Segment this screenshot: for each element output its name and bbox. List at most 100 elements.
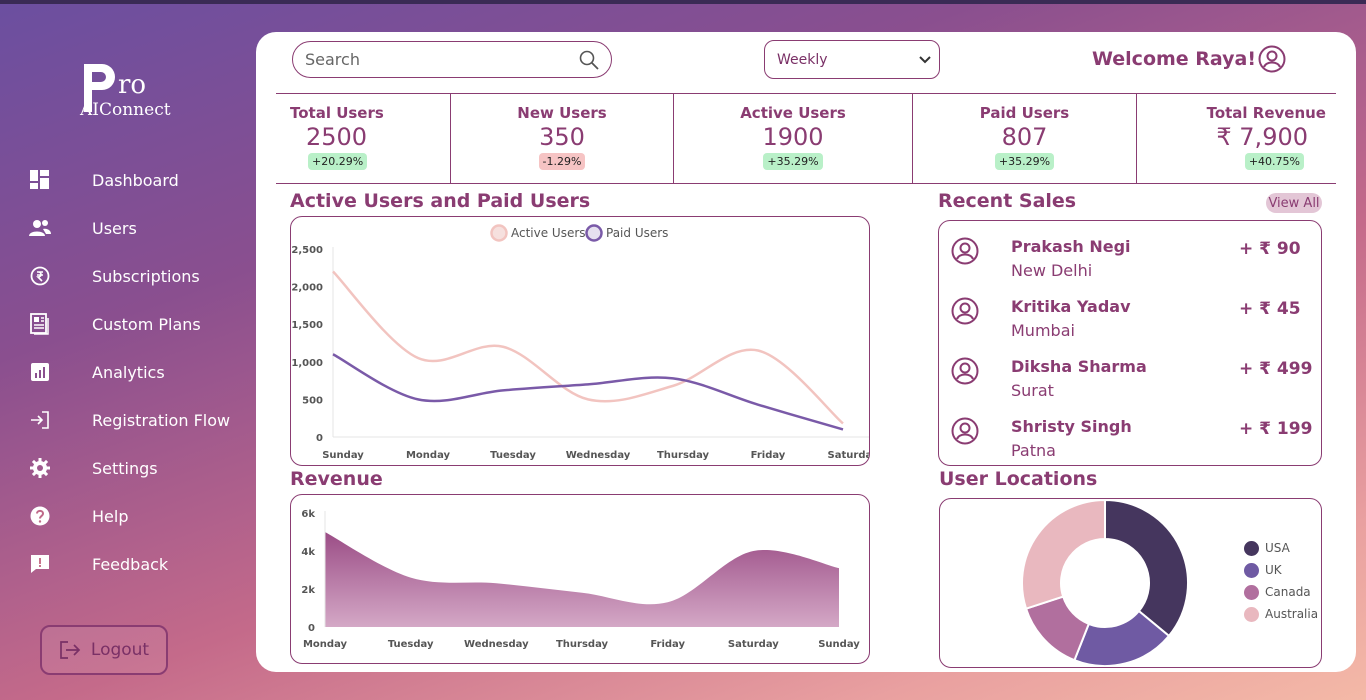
user-avatar-icon[interactable] xyxy=(1258,45,1286,73)
legend-swatch xyxy=(585,224,603,242)
sidebar-item-feedback[interactable]: Feedback xyxy=(28,540,230,588)
stat-change-badge: -1.29% xyxy=(538,153,586,170)
stat-new-users: New Users 350 -1.29% xyxy=(451,94,674,183)
legend-label: Active Users xyxy=(511,226,586,240)
x-tick-label: Wednesday xyxy=(464,639,529,650)
y-tick-label: 6k xyxy=(301,509,315,520)
stat-title: Total Users xyxy=(290,104,384,122)
stat-title: Active Users xyxy=(740,104,846,122)
stat-change-badge: +35.29% xyxy=(763,153,823,170)
stat-value: ₹ 7,900 xyxy=(1216,123,1308,151)
x-tick-label: Saturday xyxy=(828,450,869,461)
active-paid-title: Active Users and Paid Users xyxy=(290,190,591,212)
x-tick-label: Friday xyxy=(650,639,685,650)
x-tick-label: Monday xyxy=(303,639,348,650)
recent-sales-card: Prakash Negi New Delhi + ₹ 90 Kritika Ya… xyxy=(938,220,1322,466)
feedback-icon xyxy=(28,552,52,576)
stat-value: 807 xyxy=(1001,123,1048,151)
x-tick-label: Thursday xyxy=(556,639,609,650)
sidebar-item-label: Feedback xyxy=(92,554,169,574)
stat-title: New Users xyxy=(517,104,607,122)
recent-sales-title: Recent Sales xyxy=(938,190,1077,212)
sidebar-item-label: Users xyxy=(92,218,137,238)
stat-value: 350 xyxy=(539,123,585,151)
sidebar-item-registration-flow[interactable]: Registration Flow xyxy=(28,396,230,444)
sidebar-item-analytics[interactable]: Analytics xyxy=(28,348,230,396)
x-tick-label: Tuesday xyxy=(388,639,434,650)
analytics-icon xyxy=(28,360,52,384)
user-locations-title: User Locations xyxy=(939,468,1098,490)
brand-logo: ro AIConnect xyxy=(78,60,198,130)
donut-legend: USA UK Canada Australia xyxy=(1244,537,1318,625)
donut-slice-australia xyxy=(1021,499,1106,610)
stat-title: Total Revenue xyxy=(1206,104,1326,122)
series-line-paid-users xyxy=(332,353,844,431)
series-line-active-users xyxy=(332,270,844,425)
x-tick-label: Wednesday xyxy=(566,450,631,461)
x-tick-label: Saturday xyxy=(728,639,779,650)
legend-item-australia: Australia xyxy=(1244,603,1318,625)
sale-item[interactable]: Prakash Negi New Delhi + ₹ 90 xyxy=(939,229,1321,289)
y-tick-label: 4k xyxy=(301,547,315,558)
user-locations-donut-chart xyxy=(1021,499,1189,667)
stat-paid-users: Paid Users 807 +35.29% xyxy=(913,94,1137,183)
y-tick-label: 0 xyxy=(308,623,315,634)
search-input[interactable] xyxy=(305,50,579,69)
legend-label: UK xyxy=(1265,563,1282,577)
rupee-circle-icon xyxy=(28,264,52,288)
gear-icon xyxy=(28,456,52,480)
sale-name: Prakash Negi xyxy=(1011,237,1131,256)
welcome-user: Welcome Raya! xyxy=(1092,45,1286,73)
logout-button[interactable]: Logout xyxy=(40,625,168,675)
search-box[interactable] xyxy=(292,41,612,78)
sale-amount: + ₹ 199 xyxy=(1239,419,1313,439)
search-icon[interactable] xyxy=(579,50,599,70)
sidebar-item-dashboard[interactable]: Dashboard xyxy=(28,156,230,204)
x-tick-label: Friday xyxy=(751,450,786,461)
x-tick-label: Thursday xyxy=(657,450,710,461)
stat-change-badge: +35.29% xyxy=(994,153,1055,170)
sale-item[interactable]: Shristy Singh Patna + ₹ 199 xyxy=(939,409,1321,465)
sidebar-item-label: Subscriptions xyxy=(92,266,200,286)
active-paid-line-chart: Active Users Paid Users 2,500 2,000 1,500 1,… xyxy=(291,224,879,461)
donut-slice-usa xyxy=(1104,499,1189,638)
chevron-down-icon xyxy=(919,55,931,63)
stat-total-users: Total Users 2500 +20.29% xyxy=(276,94,451,183)
sidebar-item-custom-plans[interactable]: Custom Plans xyxy=(28,300,230,348)
sidebar-item-label: Help xyxy=(92,506,129,526)
user-avatar-icon xyxy=(951,357,979,385)
sale-item[interactable]: Kritika Yadav Mumbai + ₹ 45 xyxy=(939,289,1321,349)
dashboard-icon xyxy=(28,168,52,192)
sidebar-item-users[interactable]: Users xyxy=(28,204,230,252)
legend-label: Australia xyxy=(1265,607,1319,621)
divider xyxy=(276,183,1336,184)
active-paid-chart-card: Active Users Paid Users 2,500 2,000 1,500 1,… xyxy=(290,216,879,466)
x-tick-label: Sunday xyxy=(322,450,364,461)
view-all-button[interactable]: View All xyxy=(1266,193,1322,213)
sale-city: Patna xyxy=(1011,441,1056,460)
period-select-value: Weekly xyxy=(777,51,828,68)
sale-name: Shristy Singh xyxy=(1011,417,1132,436)
legend-item-usa: USA xyxy=(1244,537,1318,559)
document-icon xyxy=(28,312,52,336)
welcome-text: Welcome Raya! xyxy=(1092,48,1257,70)
sidebar-item-subscriptions[interactable]: Subscriptions xyxy=(28,252,230,300)
sale-name: Diksha Sharma xyxy=(1011,357,1147,376)
stat-change-badge: +20.29% xyxy=(308,153,368,170)
sidebar-item-label: Registration Flow xyxy=(92,410,231,430)
revenue-area-chart: 6k 4k 2k 0 Monday Tuesday Wednesday Thursday Fr… xyxy=(301,509,860,650)
stat-value: 2500 xyxy=(306,123,368,151)
stat-change-badge: +40.75% xyxy=(1244,153,1304,170)
user-locations-card: USA UK Canada Australia xyxy=(939,498,1322,668)
sale-item[interactable]: Diksha Sharma Surat + ₹ 499 xyxy=(939,349,1321,409)
sidebar-item-settings[interactable]: Settings xyxy=(28,444,230,492)
legend-label: USA xyxy=(1265,541,1290,555)
sidebar-item-help[interactable]: Help xyxy=(28,492,230,540)
y-tick-label: 1,000 xyxy=(291,358,323,369)
period-select[interactable]: Weekly xyxy=(764,40,940,79)
legend-swatch xyxy=(1244,540,1259,556)
legend-label: Paid Users xyxy=(606,226,668,240)
logout-icon xyxy=(60,641,81,659)
legend-item-canada: Canada xyxy=(1244,581,1318,603)
divider xyxy=(276,93,1336,94)
